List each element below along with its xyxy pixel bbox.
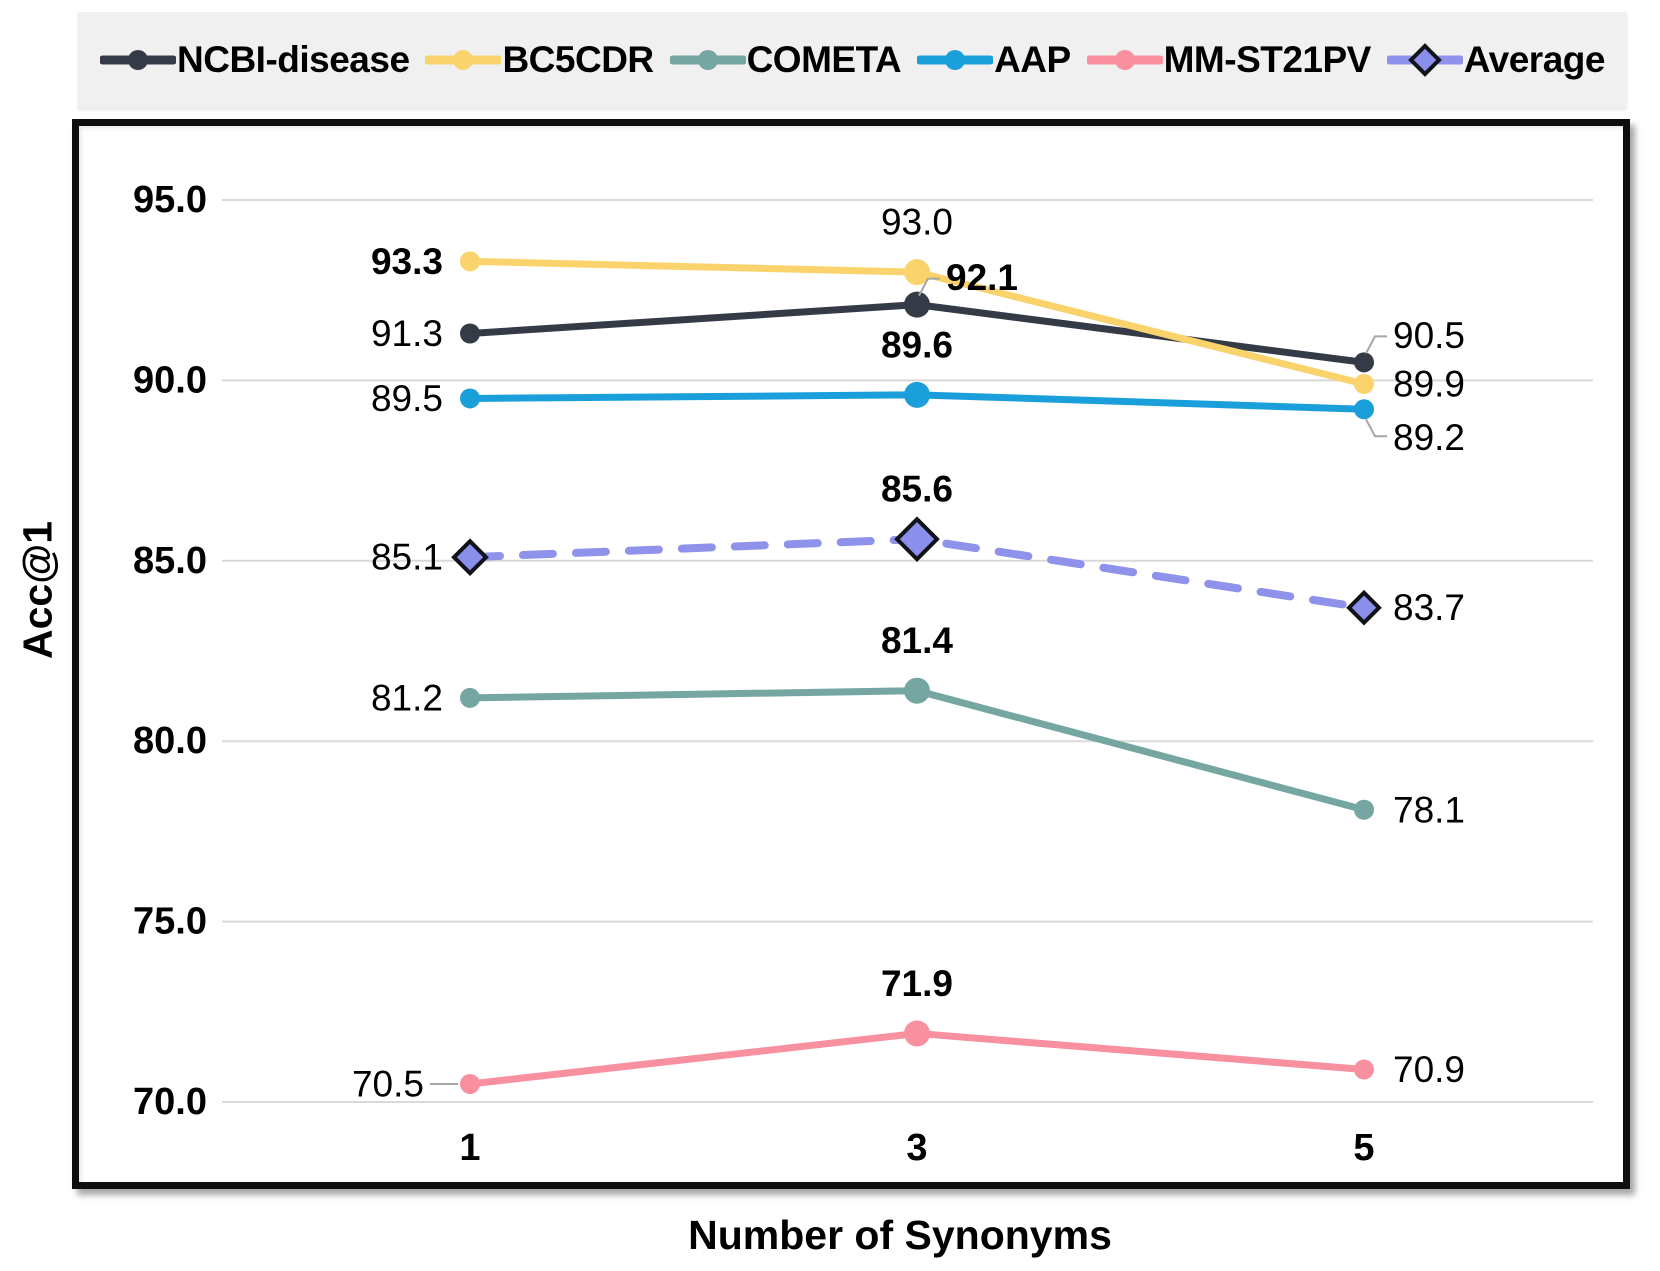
legend-item-ncbi-disease: NCBI-disease	[100, 38, 410, 82]
legend-line-marker-icon	[100, 50, 176, 70]
legend-line-marker-icon	[1086, 50, 1163, 70]
legend-label: MM-ST21PV	[1163, 39, 1372, 80]
legend-line-marker-icon	[669, 50, 746, 70]
legend-item-cometa: COMETA	[669, 38, 902, 82]
legend-label: COMETA	[746, 39, 902, 80]
chart-legend: NCBI-disease BC5CDR COMETA AAP MM-ST21PV Aver…	[78, 12, 1627, 108]
legend-label: AAP	[994, 39, 1071, 80]
legend-line-marker-icon	[425, 50, 502, 70]
legend-label: NCBI-disease	[177, 39, 410, 80]
legend-item-average: Average	[1386, 38, 1606, 82]
x-axis-title: Number of Synonyms	[688, 1212, 1112, 1258]
y-axis-title: Acc@1	[14, 521, 61, 659]
legend-item-aap: AAP	[917, 38, 1071, 82]
legend-item-mm-st21pv: MM-ST21PV	[1086, 38, 1372, 82]
legend-label: Average	[1463, 39, 1606, 80]
legend-diamond-marker-icon	[1386, 43, 1463, 77]
plot-frame	[72, 119, 1630, 1189]
legend-label: BC5CDR	[502, 39, 654, 80]
legend-line-marker-icon	[917, 50, 994, 70]
legend-item-bc5cdr: BC5CDR	[425, 38, 654, 82]
